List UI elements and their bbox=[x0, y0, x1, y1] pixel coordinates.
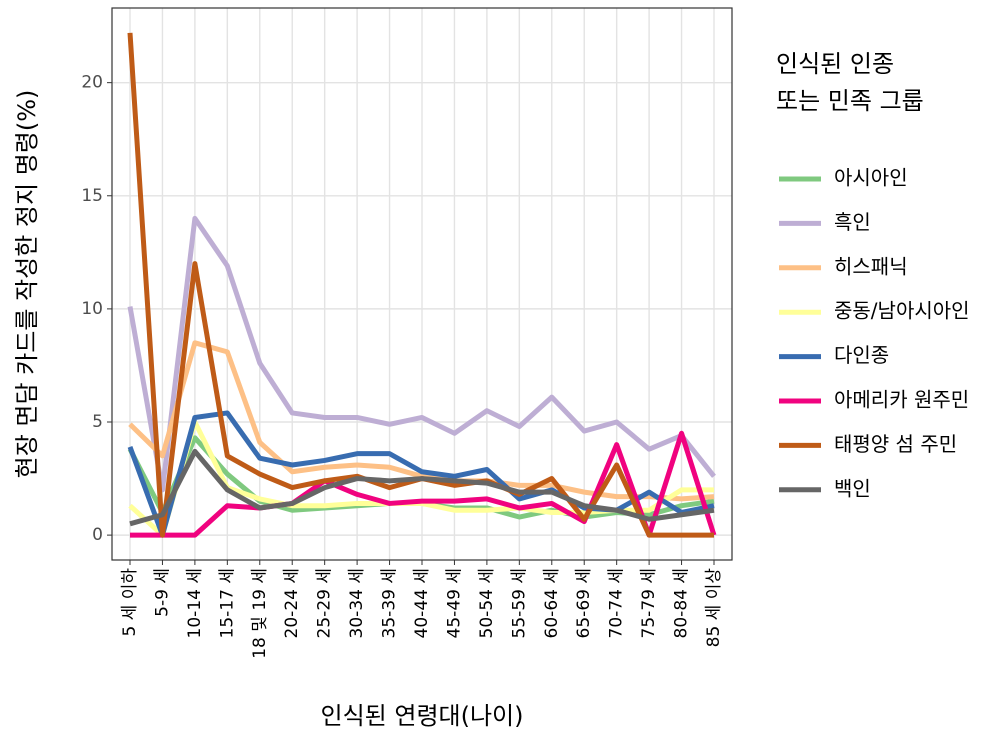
legend-label: 다인종 bbox=[834, 343, 889, 367]
x-tick-label: 5 세 이하 bbox=[120, 568, 140, 637]
legend-label: 흑인 bbox=[834, 210, 871, 234]
x-tick-label: 25-29 세 bbox=[315, 568, 335, 638]
x-tick-label: 75-79 세 bbox=[639, 568, 659, 638]
legend-label: 아시아인 bbox=[834, 166, 908, 190]
x-tick-label: 18 및 19 세 bbox=[250, 568, 270, 659]
x-tick-label: 30-34 세 bbox=[347, 568, 367, 638]
y-tick-label: 10 bbox=[81, 299, 103, 319]
y-tick-label: 15 bbox=[81, 186, 103, 206]
x-tick-label: 15-17 세 bbox=[217, 568, 237, 638]
x-tick-label: 80-84 세 bbox=[672, 568, 692, 638]
y-tick-label: 0 bbox=[92, 525, 103, 545]
x-tick-label: 40-44 세 bbox=[412, 568, 432, 638]
x-tick-label: 55-59 세 bbox=[509, 568, 529, 638]
y-axis-title: 현장 면담 카드를 작성한 정지 명령(%) bbox=[13, 90, 41, 479]
x-tick-label: 70-74 세 bbox=[607, 568, 627, 638]
x-tick-label: 50-54 세 bbox=[477, 568, 497, 638]
y-tick-label: 5 bbox=[92, 412, 103, 432]
series-line bbox=[130, 430, 717, 538]
legend-title: 인식된 인종 bbox=[776, 50, 894, 78]
legend-label: 중동/남아시아인 bbox=[834, 299, 970, 323]
x-tick-label: 45-49 세 bbox=[444, 568, 464, 638]
x-tick-label: 60-64 세 bbox=[542, 568, 562, 638]
legend-label: 태평양 섬 주민 bbox=[834, 432, 957, 456]
x-tick-label: 65-69 세 bbox=[574, 568, 594, 638]
legend-label: 히스패닉 bbox=[834, 254, 908, 278]
legend-label: 아메리카 원주민 bbox=[834, 388, 969, 412]
y-tick-label: 20 bbox=[81, 73, 103, 93]
x-tick-label: 5-9 세 bbox=[152, 568, 172, 617]
legend-label: 백인 bbox=[834, 476, 871, 500]
legend-title: 또는 민족 그룹 bbox=[776, 87, 924, 115]
x-tick-label: 85 세 이상 bbox=[704, 568, 724, 648]
series-line bbox=[129, 448, 715, 527]
x-axis-title: 인식된 연령대(나이) bbox=[321, 702, 524, 730]
x-tick-label: 10-14 세 bbox=[185, 568, 205, 638]
series-line bbox=[127, 215, 716, 493]
x-tick-label: 20-24 세 bbox=[282, 568, 302, 638]
x-tick-label: 35-39 세 bbox=[380, 568, 400, 638]
